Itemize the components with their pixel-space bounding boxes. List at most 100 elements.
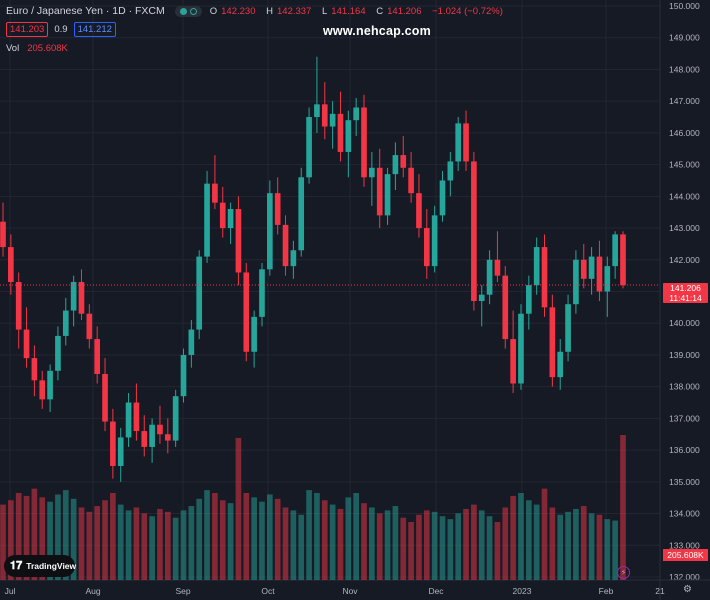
candle-body <box>164 434 171 441</box>
y-tick-label: 135.000 <box>669 477 700 487</box>
low-value: 141.164 <box>331 5 366 17</box>
y-tick-label: 150.000 <box>669 1 700 11</box>
candle-body <box>0 221 6 248</box>
candle-body <box>235 209 242 273</box>
volume-bar <box>408 522 414 580</box>
volume-bar <box>416 514 422 580</box>
candle-body <box>149 424 155 447</box>
high-value: 142.337 <box>277 5 312 17</box>
volume-bar <box>259 501 265 580</box>
x-tick-label: 2023 <box>513 586 532 596</box>
candle-body <box>23 329 30 359</box>
candle-body <box>8 247 14 282</box>
symbol-title[interactable]: Euro / Japanese Yen · 1D · FXCM <box>6 5 165 17</box>
bid-ask-row: 141.203 0.9 141.212 <box>6 22 116 37</box>
volume-bar <box>478 510 485 580</box>
candle-body <box>400 155 407 168</box>
volume-bar <box>329 504 336 580</box>
candle-body <box>541 247 548 308</box>
y-tick-label: 134.000 <box>669 509 700 519</box>
lightning-icon[interactable]: ⚡ <box>617 566 630 579</box>
y-tick-label: 146.000 <box>669 128 700 138</box>
volume-bar <box>188 506 195 580</box>
volume-bar <box>23 495 30 580</box>
candle-body <box>172 396 179 441</box>
market-status-indicator[interactable] <box>174 5 202 17</box>
volume-bar <box>47 501 53 580</box>
volume-bar <box>55 494 61 580</box>
volume-bar <box>471 504 477 580</box>
candle-body <box>431 215 438 267</box>
candle-body <box>133 402 140 432</box>
volume-bar <box>39 497 46 580</box>
y-tick-label: 149.000 <box>669 33 700 43</box>
volume-bar <box>557 514 564 580</box>
x-tick-label: Aug <box>85 586 100 596</box>
candle-body <box>361 107 367 178</box>
y-tick-label: 148.000 <box>669 64 700 74</box>
gear-icon[interactable]: ⚙ <box>683 584 692 595</box>
volume-bar <box>0 504 6 580</box>
high-key: H <box>266 5 273 17</box>
volume-bar <box>141 513 148 580</box>
volume-bar <box>573 508 579 580</box>
candle-body <box>525 285 532 314</box>
volume-bar <box>620 435 626 580</box>
volume-bar <box>431 511 438 580</box>
symbol-legend: Euro / Japanese Yen · 1D · FXCM O 142.230… <box>6 5 507 17</box>
y-tick-label: 136.000 <box>669 445 700 455</box>
y-tick-label: 145.000 <box>669 160 700 170</box>
volume-bar <box>251 497 257 580</box>
volume-bar <box>62 490 69 580</box>
x-tick-label: Feb <box>599 586 614 596</box>
volume-bar <box>274 498 281 580</box>
candle-body <box>502 275 509 340</box>
open-key: O <box>209 5 218 17</box>
volume-bar <box>133 507 140 580</box>
candle-body <box>267 193 273 270</box>
x-tick-label: Sep <box>175 586 190 596</box>
volume-bar <box>31 488 38 580</box>
volume-bar <box>455 513 462 580</box>
buy-button[interactable]: 141.212 <box>73 22 116 37</box>
volume-price-tag: 205.608K <box>663 549 708 561</box>
candle-body <box>439 180 446 216</box>
change-value: −1.024 (−0.72%) <box>432 5 503 17</box>
candle-body <box>306 117 312 178</box>
volume-bar <box>494 522 501 580</box>
candle-body <box>478 294 485 302</box>
volume-bar <box>70 498 77 580</box>
candle-body <box>416 193 422 229</box>
volume-bar <box>518 493 524 580</box>
tradingview-logo[interactable]: 𝟏𝟕 TradingView <box>4 555 76 577</box>
y-tick-label: 140.000 <box>669 318 700 328</box>
candle-body <box>125 402 132 438</box>
candle-body <box>227 209 234 229</box>
volume-bar <box>204 490 210 580</box>
volume-bar <box>502 507 509 580</box>
market-open-dot-icon <box>179 7 187 15</box>
candle-body <box>157 424 163 435</box>
volume-bar <box>149 516 155 580</box>
volume-bar <box>321 500 328 580</box>
candle-body <box>565 304 571 352</box>
candle-body <box>518 313 524 384</box>
candle-body <box>196 256 203 330</box>
volume-label[interactable]: Vol <box>6 43 20 54</box>
volume-bar <box>282 507 289 580</box>
volume-bar <box>612 520 618 580</box>
candle-body <box>353 107 359 121</box>
tradingview-mark-icon: 𝟏𝟕 <box>10 559 23 572</box>
spread-value: 0.9 <box>54 24 68 35</box>
candle-body <box>78 281 85 314</box>
volume-bar <box>392 506 399 580</box>
x-tick-label: Nov <box>342 586 358 596</box>
sell-button[interactable]: 141.203 <box>6 22 49 37</box>
candle-body <box>314 104 320 118</box>
volume-bar <box>196 498 203 580</box>
candle-body <box>86 313 93 340</box>
candle-body <box>573 259 579 305</box>
last-price-tag: 141.206 11:41:14 <box>663 283 708 303</box>
